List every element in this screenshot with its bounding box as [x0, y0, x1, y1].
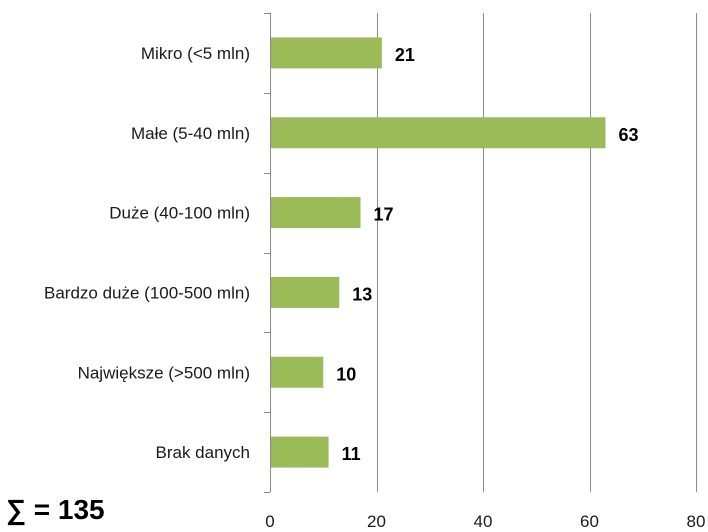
bar: [271, 197, 361, 229]
x-tick-label: 0: [265, 512, 274, 531]
bar: [271, 356, 324, 388]
data-label: 11: [342, 444, 361, 464]
category-label: Bardzo duże (100-500 mln): [44, 283, 250, 302]
category-axis: [264, 13, 271, 493]
category-label: Brak danych: [156, 443, 251, 462]
category-label: Największe (>500 mln): [78, 363, 250, 382]
category-labels: Mikro (<5 mln) Małe (5-40 mln) Duże (40-10…: [44, 44, 250, 462]
data-label: 63: [618, 125, 638, 145]
tick-labels: 0 20 40 60 80: [265, 512, 705, 531]
bar: [271, 436, 329, 468]
data-label: 17: [374, 205, 394, 225]
x-tick-label: 60: [580, 512, 599, 531]
data-label: 13: [352, 284, 372, 304]
category-label: Duże (40-100 mln): [109, 204, 250, 223]
x-tick-label: 20: [367, 512, 386, 531]
bar: [271, 117, 606, 149]
bars: [271, 37, 606, 468]
x-tick-label: 40: [474, 512, 493, 531]
gridlines: [377, 13, 697, 492]
sum-total-label: ∑ = 135: [6, 494, 105, 525]
data-label: 21: [395, 45, 415, 65]
category-label: Małe (5-40 mln): [131, 124, 250, 143]
bar: [271, 37, 382, 69]
data-labels: 21 63 17 13 10 11: [336, 45, 638, 464]
bar: [271, 276, 340, 308]
category-label: Mikro (<5 mln): [141, 44, 250, 63]
x-tick-label: 80: [687, 512, 706, 531]
data-label: 10: [336, 364, 356, 384]
